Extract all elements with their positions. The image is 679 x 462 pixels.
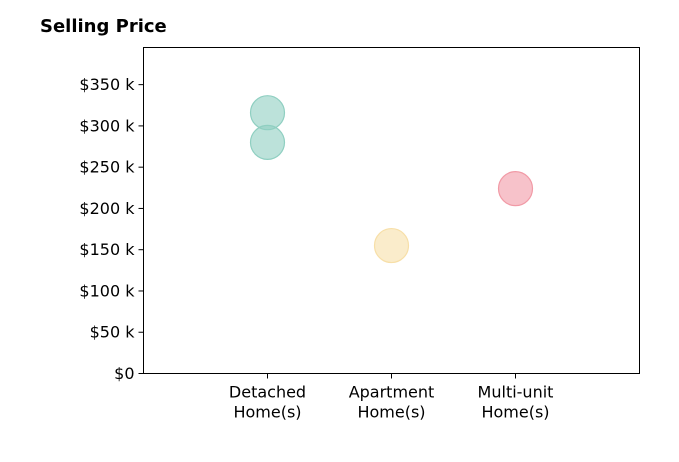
- x-tick-label: Apartment Home(s): [349, 383, 435, 422]
- y-tick-label: $150 k: [79, 240, 135, 259]
- data-point: [249, 95, 286, 131]
- y-tick-label: $0: [114, 364, 134, 383]
- y-tick-label: $200 k: [79, 199, 135, 218]
- y-tick-label: $300 k: [79, 116, 135, 135]
- data-point: [373, 227, 410, 264]
- y-tick-label: $350 k: [79, 75, 135, 94]
- y-tick-label: $100 k: [79, 281, 135, 300]
- x-tick-label: Detached Home(s): [229, 383, 306, 422]
- y-tick-label: $50 k: [90, 323, 136, 342]
- chart-title: Selling Price: [40, 16, 167, 37]
- data-point: [249, 124, 286, 161]
- y-axis: $0 $50 k $100 k $150 k $200 k $250 k $300 k $35…: [79, 75, 144, 383]
- x-axis: Detached Home(s) Apartment Home(s) Multi-uni…: [229, 373, 554, 422]
- plot-frame: [143, 47, 640, 374]
- data-point: [497, 171, 534, 207]
- x-tick-label: Multi-unit Home(s): [478, 383, 554, 422]
- data-points: [249, 95, 534, 264]
- y-tick-label: $250 k: [79, 158, 135, 177]
